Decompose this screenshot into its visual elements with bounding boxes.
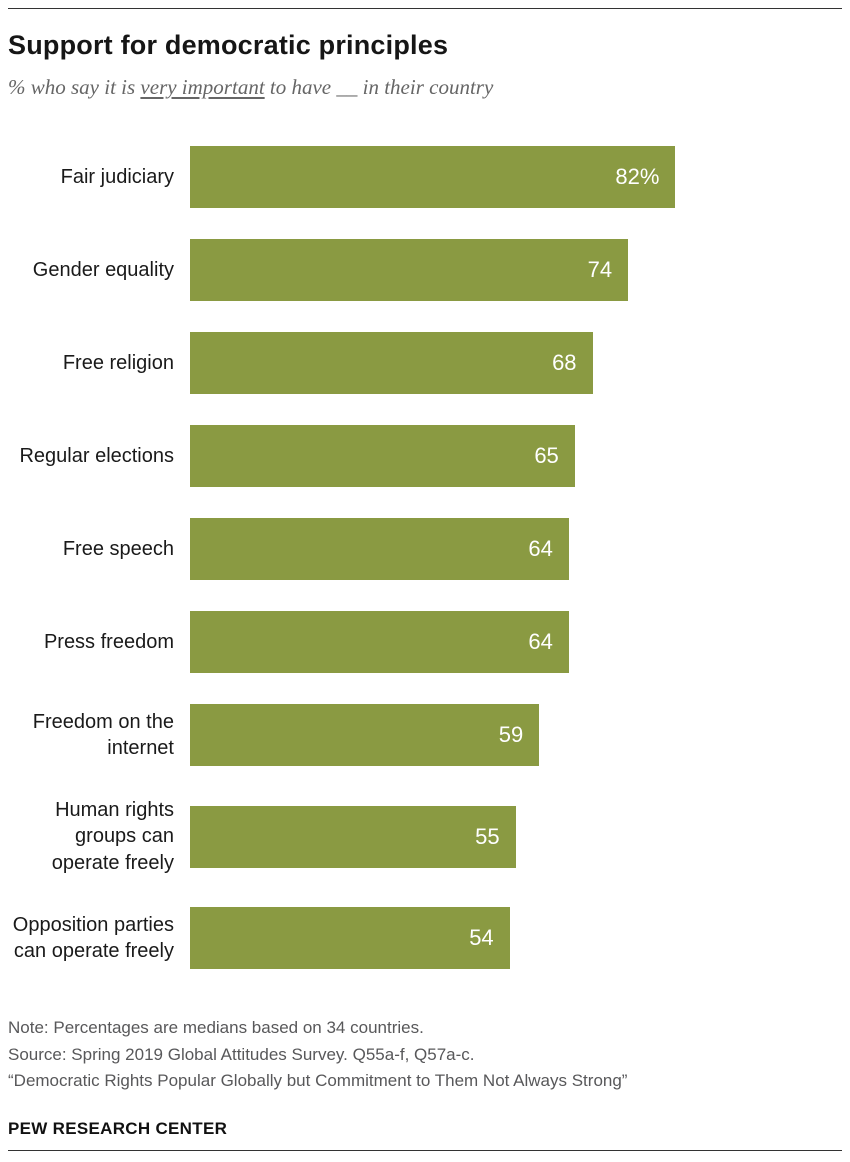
value-label: 68 bbox=[552, 350, 577, 375]
top-divider bbox=[8, 8, 842, 9]
chart-subtitle: % who say it is very important to have _… bbox=[8, 75, 842, 100]
report-title-line: “Democratic Rights Popular Globally but … bbox=[8, 1070, 628, 1090]
category-label: Gender equality bbox=[32, 258, 174, 281]
footer-notes: Note: Percentages are medians based on 3… bbox=[8, 1015, 842, 1142]
value-label: 82% bbox=[615, 164, 660, 189]
source-line: Source: Spring 2019 Global Attitudes Sur… bbox=[8, 1044, 475, 1064]
category-label: Free speech bbox=[62, 537, 174, 560]
plot-area: 65 bbox=[190, 425, 782, 487]
bar: 59 bbox=[190, 704, 540, 766]
bottom-divider bbox=[8, 1150, 842, 1151]
plot-area: 64 bbox=[190, 611, 782, 673]
category-label: Fair judiciary bbox=[60, 165, 174, 188]
bar-row: Opposition parties can operate freely 54 bbox=[8, 907, 842, 970]
value-label: 65 bbox=[534, 443, 559, 468]
value-label: 54 bbox=[469, 925, 494, 951]
bar-row: Freedom on the internet 59 bbox=[8, 704, 842, 766]
category-label: Freedom on the internet bbox=[32, 710, 174, 759]
bar-row: Regular elections 65 bbox=[8, 425, 842, 487]
plot-area: 82% bbox=[190, 146, 782, 208]
bar-row: Gender equality 74 bbox=[8, 239, 842, 301]
bar: 64 bbox=[190, 518, 569, 580]
brand-label: PEW RESEARCH CENTER bbox=[8, 1119, 228, 1139]
bar: 74 bbox=[190, 239, 629, 301]
plot-area: 55 bbox=[190, 805, 782, 868]
category-label: Human rights groups can operate freely bbox=[51, 799, 174, 874]
bar: 82% bbox=[190, 146, 676, 208]
plot-area: 59 bbox=[190, 704, 782, 766]
subtitle-suffix: to have __ in their country bbox=[264, 75, 494, 99]
bar: 55 bbox=[190, 805, 516, 868]
category-label: Press freedom bbox=[43, 630, 174, 653]
bar-row: Free speech 64 bbox=[8, 518, 842, 580]
bar: 54 bbox=[190, 907, 510, 970]
bar-row: Press freedom 64 bbox=[8, 611, 842, 673]
bar: 68 bbox=[190, 332, 593, 394]
page-title: Support for democratic principles bbox=[8, 30, 449, 60]
category-label: Opposition parties can operate freely bbox=[12, 913, 174, 963]
bar-row: Fair judiciary 82% bbox=[8, 146, 842, 208]
plot-area: 68 bbox=[190, 332, 782, 394]
category-label: Regular elections bbox=[19, 444, 174, 467]
plot-area: 64 bbox=[190, 518, 782, 580]
note-line: Note: Percentages are medians based on 3… bbox=[8, 1018, 424, 1038]
bar-row: Human rights groups can operate freely 55 bbox=[8, 797, 842, 876]
subtitle-prefix: % who say it is bbox=[8, 75, 141, 99]
value-label: 55 bbox=[475, 823, 500, 849]
category-label: Free religion bbox=[62, 351, 174, 374]
value-label: 59 bbox=[498, 722, 524, 747]
value-label: 64 bbox=[528, 536, 553, 561]
subtitle-underlined: very important bbox=[140, 75, 265, 99]
value-label: 64 bbox=[528, 629, 553, 654]
value-label: 74 bbox=[587, 257, 613, 282]
plot-area: 54 bbox=[190, 907, 782, 970]
bar-chart: Fair judiciary 82% Gender equality 74 Free r… bbox=[8, 146, 842, 970]
bar: 65 bbox=[190, 425, 575, 487]
bar-row: Free religion 68 bbox=[8, 332, 842, 394]
bar: 64 bbox=[190, 611, 569, 673]
plot-area: 74 bbox=[190, 239, 782, 301]
